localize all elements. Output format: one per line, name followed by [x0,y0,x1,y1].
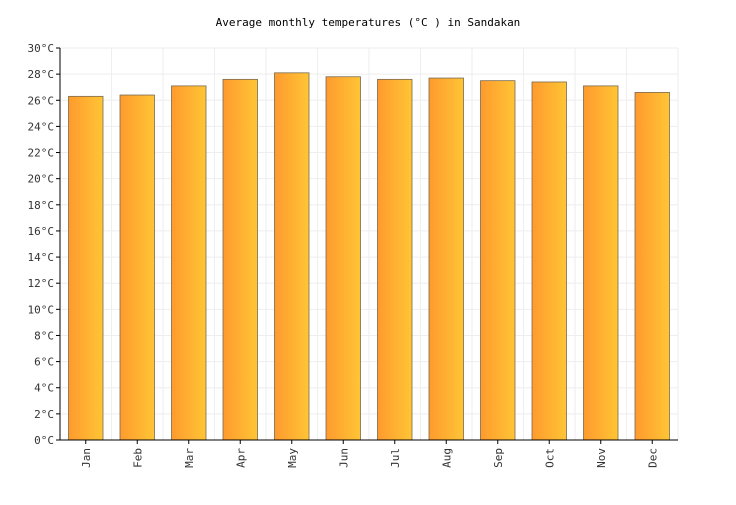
x-tick-label-jul: Jul [389,448,402,468]
bar-jan [68,95,104,441]
y-tick-label: 6°C [34,356,54,369]
bar-apr [222,78,258,441]
y-tick-label: 20°C [28,173,55,186]
bar-sep [480,80,516,441]
x-tick-label-mar: Mar [183,448,196,468]
bar-jun [325,76,361,441]
y-tick-label: 18°C [28,199,55,212]
y-tick-labels: 0°C 2°C 4°C 6°C 8°C 10°C 12°C 14°C 16°C 18°C 20°C 2… [28,42,55,447]
y-tick-label: 10°C [28,303,55,316]
bar-oct [531,81,567,441]
x-tick-label-nov: Nov [595,448,608,468]
chart-title: Average monthly temperatures (°C ) in Sa… [215,16,521,29]
y-tick-label: 4°C [34,382,54,395]
axes [56,47,678,444]
bars [68,72,670,441]
y-tick-label: 22°C [28,147,55,160]
x-tick-label-feb: Feb [131,448,144,468]
x-tick-label-may: May [286,448,299,468]
y-tick-label: 2°C [34,408,54,421]
y-tick-label: 14°C [28,251,55,264]
x-tick-label-jun: Jun [337,448,350,468]
x-tick-label-apr: Apr [234,448,247,468]
y-tick-label: 8°C [34,329,54,342]
x-tick-label-dec: Dec [646,448,659,468]
x-tick-label-oct: Oct [543,448,556,468]
bar-aug [428,77,464,441]
bar-dec [634,92,670,441]
y-tick-label: 12°C [28,277,55,290]
y-tick-label: 26°C [28,94,55,107]
bar-nov [583,85,619,441]
bar-mar [171,85,207,441]
x-tick-labels: Jan Feb Mar Apr May Jun Jul Aug Sep Oct Nov Dec [80,448,660,468]
y-tick-label: 0°C [34,434,54,447]
bar-jul [377,78,413,441]
y-tick-label: 16°C [28,225,55,238]
x-tick-label-aug: Aug [440,448,453,468]
y-tick-label: 30°C [28,42,55,55]
y-tick-label: 28°C [28,68,55,81]
y-tick-label: 24°C [28,120,55,133]
bar-may [274,72,310,441]
bar-feb [119,94,155,441]
x-tick-label-sep: Sep [492,448,505,468]
x-tick-label-jan: Jan [80,448,93,468]
